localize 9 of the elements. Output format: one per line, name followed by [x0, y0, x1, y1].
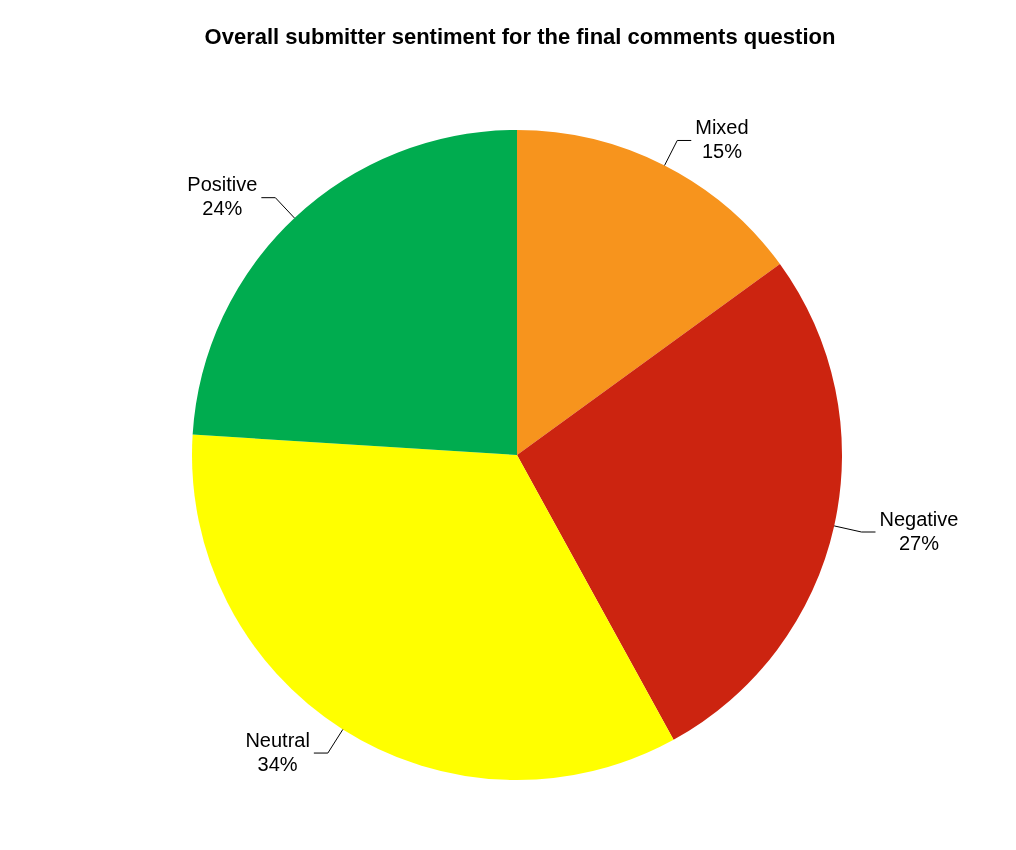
chart-title: Overall submitter sentiment for the final comments question [204, 24, 836, 50]
data-label: 34% [257, 752, 298, 775]
data-label: 15% [701, 139, 743, 162]
slice-label: Mixed [695, 115, 749, 138]
data-label: 24% [202, 197, 243, 220]
slice-label: Negative [879, 507, 959, 530]
slice-label: Neutral [245, 728, 310, 751]
slice-label: Positive [187, 173, 258, 196]
data-label: 27% [898, 531, 940, 554]
